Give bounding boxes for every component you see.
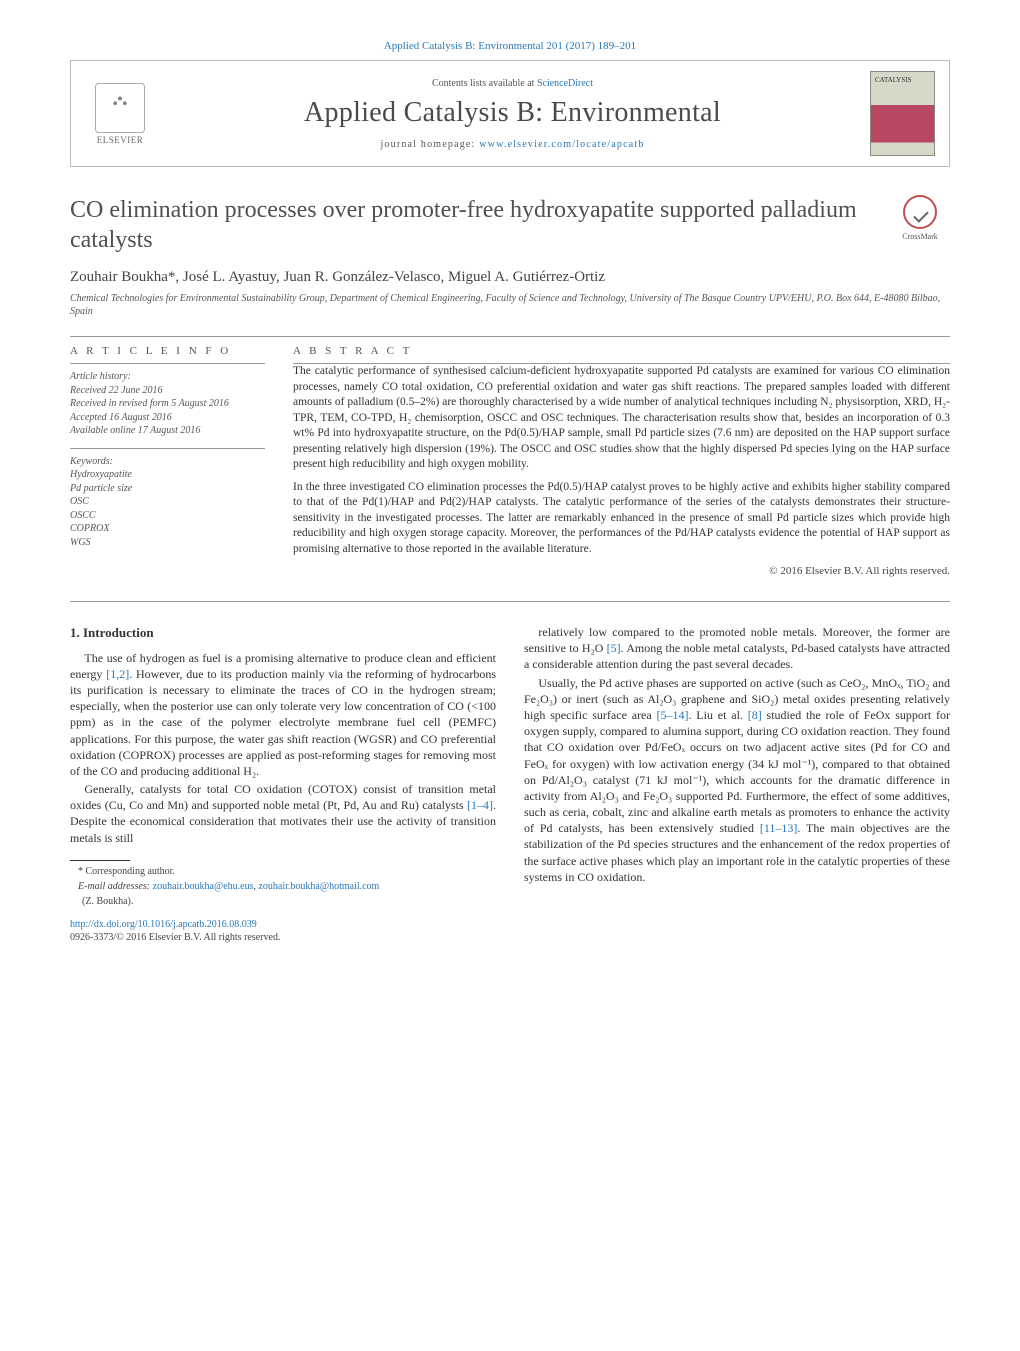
info-abstract-row: A R T I C L E I N F O Article history: R…	[70, 345, 950, 579]
keyword: OSCC	[70, 509, 265, 523]
abstract-text: The catalytic performance of synthesised…	[293, 364, 950, 579]
body-p1: The use of hydrogen as fuel is a promisi…	[70, 650, 496, 780]
body-p3: relatively low compared to the promoted …	[524, 624, 950, 673]
email-link[interactable]: zouhair.boukha@hotmail.com	[258, 881, 379, 892]
body-text: 1. Introduction The use of hydrogen as f…	[70, 624, 950, 944]
running-head-citation: Applied Catalysis B: Environmental 201 (…	[70, 40, 950, 52]
body-p2: Generally, catalysts for total CO oxidat…	[70, 781, 496, 846]
abstract: A B S T R A C T The catalytic performanc…	[293, 345, 950, 579]
keywords-block: Keywords: Hydroxyapatite Pd particle siz…	[70, 455, 265, 550]
abstract-p2: In the three investigated CO elimination…	[293, 480, 950, 558]
history-item: Received 22 June 2016	[70, 384, 265, 398]
footnote-block: * Corresponding author. E-mail addresses…	[70, 860, 496, 944]
keyword: COPROX	[70, 522, 265, 536]
article-history: Article history: Received 22 June 2016 R…	[70, 370, 265, 438]
elsevier-tree-icon	[95, 83, 145, 133]
doi-link[interactable]: http://dx.doi.org/10.1016/j.apcatb.2016.…	[70, 919, 257, 930]
article-info: A R T I C L E I N F O Article history: R…	[70, 345, 265, 579]
homepage-prefix: journal homepage:	[380, 139, 479, 150]
history-item: Accepted 16 August 2016	[70, 411, 265, 425]
copyright: © 2016 Elsevier B.V. All rights reserved…	[293, 564, 950, 579]
footnote-rule	[70, 860, 130, 861]
publisher-name: ELSEVIER	[97, 135, 144, 145]
journal-name: Applied Catalysis B: Environmental	[155, 97, 870, 129]
affiliation: Chemical Technologies for Environmental …	[70, 292, 950, 318]
sciencedirect-link[interactable]: ScienceDirect	[537, 78, 593, 89]
author-list: Zouhair Boukha*, José L. Ayastuy, Juan R…	[70, 269, 950, 286]
keyword: WGS	[70, 536, 265, 550]
history-item: Available online 17 August 2016	[70, 424, 265, 438]
history-label: Article history:	[70, 370, 265, 384]
keywords-label: Keywords:	[70, 455, 265, 469]
homepage-line: journal homepage: www.elsevier.com/locat…	[155, 139, 870, 150]
elsevier-logo: ELSEVIER	[85, 74, 155, 154]
homepage-link[interactable]: www.elsevier.com/locate/apcatb	[479, 139, 644, 150]
ref-link[interactable]: [1–4]	[467, 798, 493, 812]
ref-link[interactable]: [5–14]	[657, 708, 689, 722]
email-line: E-mail addresses: zouhair.boukha@ehu.eus…	[70, 880, 496, 893]
ref-link[interactable]: [1,2]	[106, 667, 129, 681]
rule	[70, 336, 950, 337]
keyword: OSC	[70, 495, 265, 509]
doi-block: http://dx.doi.org/10.1016/j.apcatb.2016.…	[70, 918, 496, 944]
contents-line: Contents lists available at ScienceDirec…	[155, 78, 870, 89]
journal-cover-thumb	[870, 71, 935, 156]
keyword: Hydroxyapatite	[70, 468, 265, 482]
page: Applied Catalysis B: Environmental 201 (…	[0, 0, 1020, 994]
crossmark-label: CrossMark	[902, 232, 938, 241]
crossmark-widget[interactable]: CrossMark	[890, 195, 950, 241]
journal-header: ELSEVIER Contents lists available at Sci…	[70, 60, 950, 167]
article-info-heading: A R T I C L E I N F O	[70, 345, 265, 357]
email-link[interactable]: zouhair.boukha@ehu.eus	[153, 881, 254, 892]
abstract-heading: A B S T R A C T	[293, 345, 950, 357]
issn-copyright: 0926-3373/© 2016 Elsevier B.V. All right…	[70, 932, 280, 943]
section-heading-intro: 1. Introduction	[70, 624, 496, 642]
header-center: Contents lists available at ScienceDirec…	[155, 78, 870, 150]
email-label: E-mail addresses:	[78, 881, 153, 892]
keyword: Pd particle size	[70, 482, 265, 496]
title-row: CO elimination processes over promoter-f…	[70, 195, 950, 255]
ref-link[interactable]: [8]	[748, 708, 762, 722]
abstract-p1: The catalytic performance of synthesised…	[293, 364, 950, 473]
history-item: Received in revised form 5 August 2016	[70, 397, 265, 411]
ref-link[interactable]: [5]	[607, 641, 621, 655]
body-p4: Usually, the Pd active phases are suppor…	[524, 675, 950, 885]
corresponding-author: * Corresponding author.	[70, 865, 496, 878]
article-title: CO elimination processes over promoter-f…	[70, 195, 870, 255]
email-author: (Z. Boukha).	[70, 895, 496, 908]
crossmark-icon	[903, 195, 937, 229]
ref-link[interactable]: [11–13]	[760, 821, 798, 835]
contents-prefix: Contents lists available at	[432, 78, 537, 89]
